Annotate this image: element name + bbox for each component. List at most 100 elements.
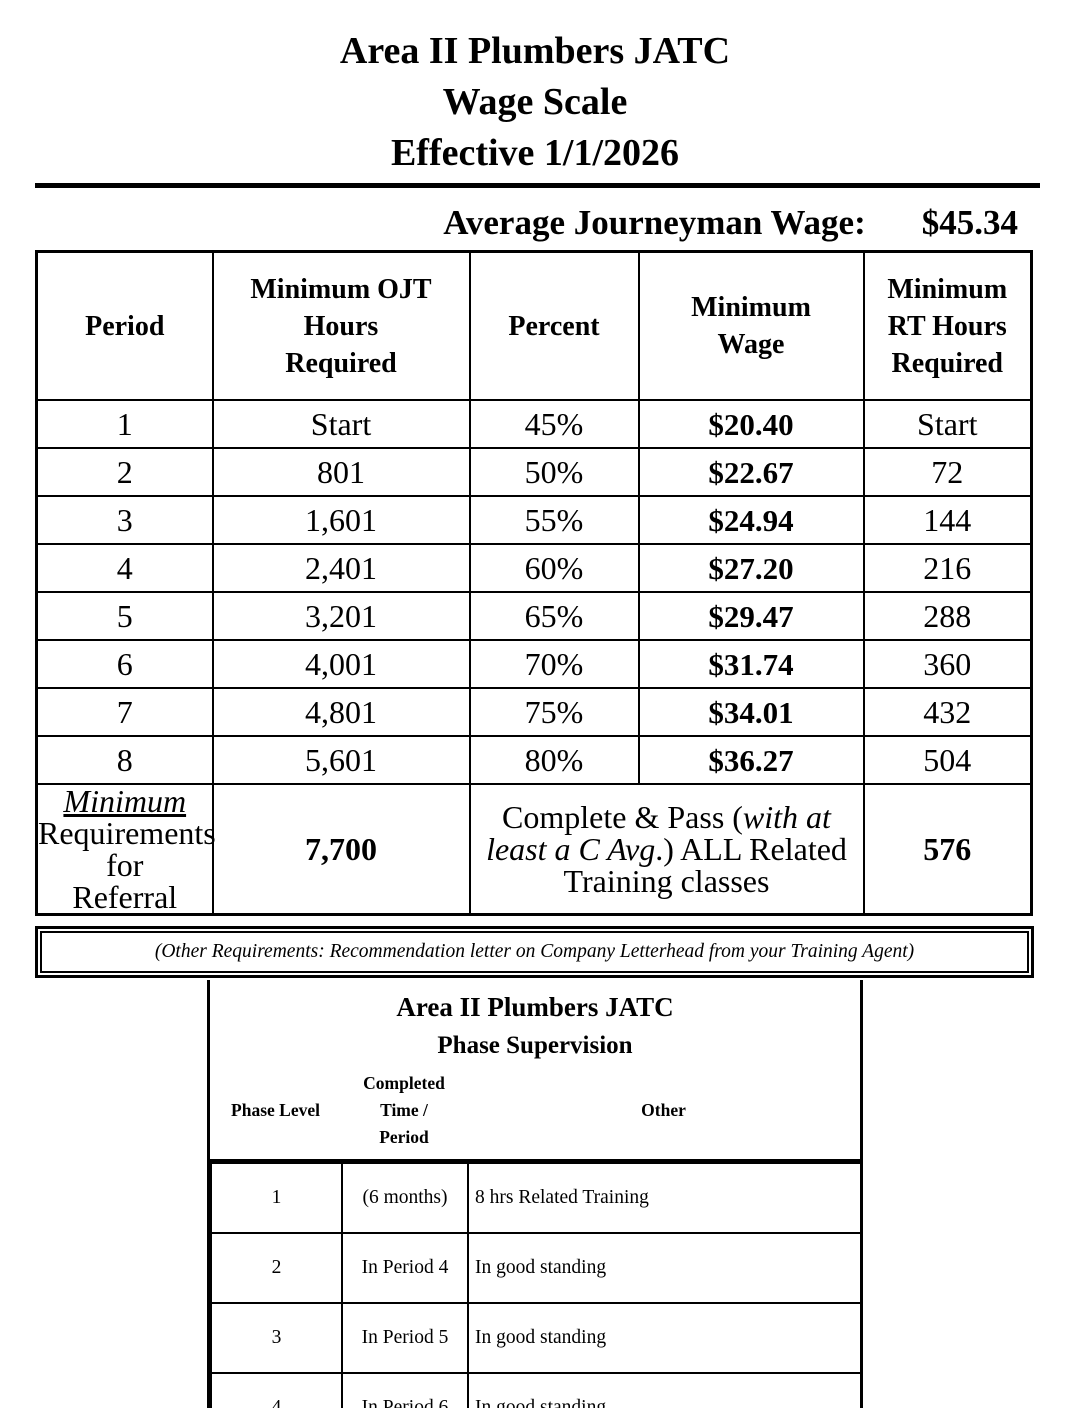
minimum-wage-cell: $24.94 bbox=[637, 495, 865, 545]
average-journeyman-wage-line: Average Journeyman Wage: $45.34 bbox=[35, 200, 1018, 246]
ojt-hours-cell: 801 bbox=[211, 447, 471, 497]
period-cell: 5 bbox=[35, 591, 214, 641]
note-regular-text: .) ALL Related Training classes bbox=[563, 831, 847, 899]
phase-table-row: 4 In Period 6 In good standing bbox=[210, 1372, 862, 1408]
percent-cell: 60% bbox=[468, 543, 640, 593]
title-line-3: Effective 1/1/2026 bbox=[390, 132, 680, 174]
wage-table-row: 1 Start 45% $20.40 Start bbox=[35, 399, 1033, 449]
caption-other: Other bbox=[641, 1100, 686, 1120]
column-header-period: Period bbox=[35, 250, 214, 401]
minimum-wage-cell: $29.47 bbox=[637, 591, 865, 641]
wage-table-row: 4 2,401 60% $27.20 216 bbox=[35, 543, 1033, 593]
period-cell: 3 bbox=[35, 495, 214, 545]
completed-time-cell: In Period 5 bbox=[341, 1302, 469, 1374]
phase-title-line-2: Phase Supervision bbox=[437, 1032, 633, 1059]
minimum-wage-cell: $34.01 bbox=[637, 687, 865, 737]
period-cell: 2 bbox=[35, 447, 214, 497]
complete-and-pass-note: Complete & Pass (with at least a C Avg.)… bbox=[468, 783, 865, 916]
rt-hours-cell: 216 bbox=[862, 543, 1033, 593]
percent-cell: 55% bbox=[468, 495, 640, 545]
phase-level-cell: 2 bbox=[210, 1232, 343, 1304]
caption-completed-time-period: Completed Time / Period bbox=[363, 1073, 445, 1147]
rt-hours-cell: Start bbox=[862, 399, 1033, 449]
note-regular-text: Complete & Pass ( bbox=[502, 799, 743, 835]
rt-hours-cell: 360 bbox=[862, 639, 1033, 689]
other-cell: In good standing bbox=[467, 1302, 862, 1374]
ojt-hours-cell: 1,601 bbox=[211, 495, 471, 545]
rt-hours-cell: 288 bbox=[862, 591, 1033, 641]
period-cell: 7 bbox=[35, 687, 214, 737]
ojt-hours-cell: 4,801 bbox=[211, 687, 471, 737]
average-wage-value: $45.34 bbox=[921, 203, 1018, 242]
ojt-hours-cell: 2,401 bbox=[211, 543, 471, 593]
period-cell: 4 bbox=[35, 543, 214, 593]
other-requirements-box: (Other Requirements: Recommendation lett… bbox=[35, 926, 1034, 978]
rt-hours-cell: 144 bbox=[862, 495, 1033, 545]
phase-table-row: 3 In Period 5 In good standing bbox=[210, 1302, 862, 1374]
phase-table-row: 1 (6 months) 8 hrs Related Training bbox=[210, 1162, 862, 1234]
ojt-hours-cell: 4,001 bbox=[211, 639, 471, 689]
average-wage-label: Average Journeyman Wage: bbox=[443, 203, 866, 242]
percent-cell: 65% bbox=[468, 591, 640, 641]
phase-supervision-table: Area II Plumbers JATC Phase Supervision … bbox=[207, 980, 863, 1408]
phase-level-cell: 3 bbox=[210, 1302, 343, 1374]
rt-total-cell: 576 bbox=[862, 783, 1033, 916]
rt-hours-cell: 72 bbox=[862, 447, 1033, 497]
document-title: Area II Plumbers JATC Wage Scale Effecti… bbox=[35, 26, 1035, 179]
percent-cell: 45% bbox=[468, 399, 640, 449]
wage-table-row: 3 1,601 55% $24.94 144 bbox=[35, 495, 1033, 545]
ojt-hours-cell: 5,601 bbox=[211, 735, 471, 785]
phase-level-cell: 1 bbox=[210, 1162, 343, 1234]
minimum-requirements-label: Minimum Requirements for Referral bbox=[35, 783, 216, 916]
completed-time-cell: In Period 4 bbox=[341, 1232, 469, 1304]
minimum-wage-cell: $27.20 bbox=[637, 543, 865, 593]
period-cell: 8 bbox=[35, 735, 214, 785]
column-header-minimum-wage: Minimum Wage bbox=[637, 250, 865, 401]
phase-title-line-1: Area II Plumbers JATC bbox=[396, 992, 674, 1022]
wage-table-row: 7 4,801 75% $34.01 432 bbox=[35, 687, 1033, 737]
other-cell: 8 hrs Related Training bbox=[467, 1162, 862, 1234]
caption-phase-level: Phase Level bbox=[231, 1100, 320, 1120]
wage-table-header-row: Period Minimum OJT Hours Required Percen… bbox=[35, 250, 1033, 401]
ojt-hours-cell: Start bbox=[211, 399, 471, 449]
minimum-word: Minimum bbox=[63, 783, 187, 819]
wage-table-row: 2 801 50% $22.67 72 bbox=[35, 447, 1033, 497]
wage-table-footer-row: Minimum Requirements for Referral 7,700 … bbox=[35, 783, 1033, 916]
phase-level-cell: 4 bbox=[210, 1372, 343, 1408]
phase-table-row: 2 In Period 4 In good standing bbox=[210, 1232, 862, 1304]
ojt-hours-cell: 3,201 bbox=[211, 591, 471, 641]
title-line-1: Area II Plumbers JATC bbox=[339, 30, 731, 72]
completed-time-cell: In Period 6 bbox=[341, 1372, 469, 1408]
wage-table-row: 6 4,001 70% $31.74 360 bbox=[35, 639, 1033, 689]
wage-table-row: 5 3,201 65% $29.47 288 bbox=[35, 591, 1033, 641]
minimum-wage-cell: $22.67 bbox=[637, 447, 865, 497]
other-requirements-note: (Other Requirements: Recommendation lett… bbox=[40, 931, 1029, 973]
column-header-percent: Percent bbox=[468, 250, 640, 401]
minimum-wage-cell: $31.74 bbox=[637, 639, 865, 689]
horizontal-rule bbox=[35, 183, 1040, 188]
phase-caption-row: Phase Level Completed Time / Period Othe… bbox=[210, 1066, 860, 1159]
rt-hours-cell: 504 bbox=[862, 735, 1033, 785]
minimum-wage-cell: $20.40 bbox=[637, 399, 865, 449]
rt-hours-cell: 432 bbox=[862, 687, 1033, 737]
percent-cell: 80% bbox=[468, 735, 640, 785]
note-italic-text: with at least a C Avg bbox=[486, 799, 831, 867]
other-cell: In good standing bbox=[467, 1232, 862, 1304]
ojt-total-cell: 7,700 bbox=[211, 783, 471, 916]
period-cell: 6 bbox=[35, 639, 214, 689]
minimum-wage-cell: $36.27 bbox=[637, 735, 865, 785]
other-cell: In good standing bbox=[467, 1372, 862, 1408]
period-cell: 1 bbox=[35, 399, 214, 449]
phase-table-body: 1 (6 months) 8 hrs Related Training 2 In… bbox=[210, 1162, 862, 1408]
requirements-for-referral-text: Requirements for Referral bbox=[38, 815, 216, 915]
column-header-rt-hours: Minimum RT Hours Required bbox=[862, 250, 1033, 401]
percent-cell: 70% bbox=[468, 639, 640, 689]
percent-cell: 75% bbox=[468, 687, 640, 737]
completed-time-cell: (6 months) bbox=[341, 1162, 469, 1234]
title-line-2: Wage Scale bbox=[442, 81, 628, 123]
phase-table-header: Area II Plumbers JATC Phase Supervision … bbox=[210, 980, 860, 1162]
wage-scale-table: Period Minimum OJT Hours Required Percen… bbox=[35, 250, 1033, 916]
wage-table-row: 8 5,601 80% $36.27 504 bbox=[35, 735, 1033, 785]
percent-cell: 50% bbox=[468, 447, 640, 497]
